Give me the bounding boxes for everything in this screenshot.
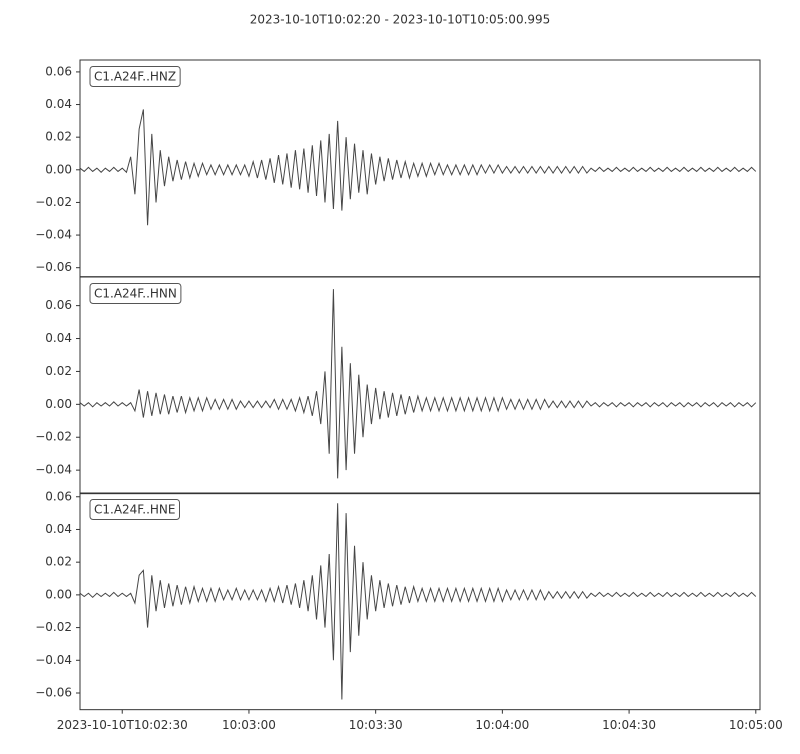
y-tick-label: −0.04: [35, 463, 72, 477]
y-tick-label: 0.04: [45, 522, 72, 536]
y-tick-label: 0.04: [45, 331, 72, 345]
trace-label-box: [89, 66, 181, 87]
y-tick-label: −0.02: [35, 620, 72, 634]
y-tick-label: 0.02: [45, 364, 72, 378]
x-tick-label: 2023-10-10T10:02:30: [57, 718, 188, 732]
y-tick-label: 0.06: [45, 298, 72, 312]
x-tick-label: 10:03:30: [349, 718, 403, 732]
x-tick-label: 10:03:00: [222, 718, 276, 732]
y-tick-label: −0.04: [35, 653, 72, 667]
trace-label: C1.A24F..HNE: [94, 503, 176, 517]
y-tick-label: 0.06: [45, 64, 72, 78]
y-tick-label: −0.02: [35, 195, 72, 209]
waveform: [79, 109, 757, 226]
y-tick-label: 0.00: [45, 397, 72, 411]
y-tick-label: 0.02: [45, 555, 72, 569]
y-tick-label: −0.02: [35, 430, 72, 444]
panel-frame: [79, 276, 761, 495]
trace-label: C1.A24F..HNN: [94, 287, 177, 301]
trace-label-box: [89, 499, 180, 520]
x-tick-label: 10:05:00: [729, 718, 783, 732]
y-tick-label: 0.04: [45, 97, 72, 111]
chart-title: 2023-10-10T10:02:20 - 2023-10-10T10:05:0…: [250, 13, 551, 27]
y-tick-label: 0.06: [45, 489, 72, 503]
trace-label: C1.A24F..HNZ: [94, 70, 176, 84]
y-tick-label: 0.02: [45, 130, 72, 144]
waveform: [79, 289, 757, 479]
y-tick-label: −0.06: [35, 260, 72, 274]
y-tick-label: 0.00: [45, 162, 72, 176]
y-tick-label: 0.00: [45, 587, 72, 601]
panel-frame: [79, 492, 761, 711]
x-tick-label: 10:04:00: [475, 718, 529, 732]
trace-label-box: [89, 283, 182, 304]
waveform: [79, 503, 757, 700]
y-tick-label: −0.04: [35, 228, 72, 242]
x-tick-label: 10:04:30: [602, 718, 656, 732]
y-tick-label: −0.06: [35, 685, 72, 699]
